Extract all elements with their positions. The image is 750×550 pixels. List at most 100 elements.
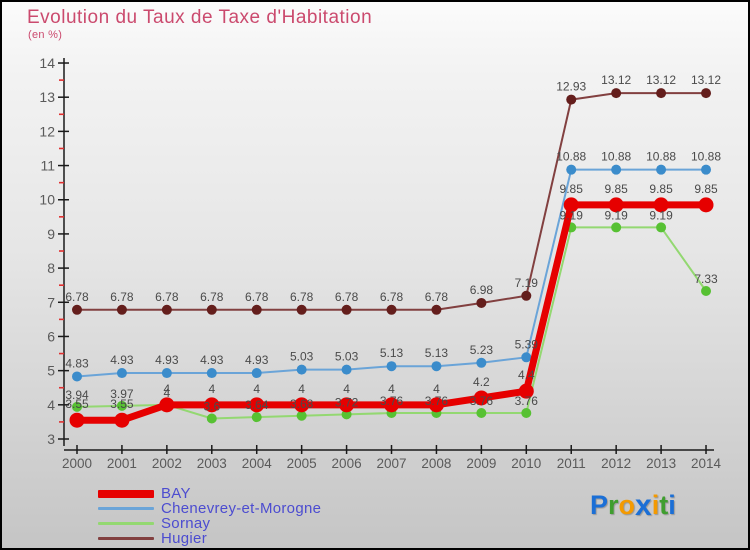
svg-text:11: 11: [40, 158, 55, 174]
svg-text:3.76: 3.76: [380, 394, 404, 408]
point-labels: 6.78 6.78 6.78 6.78 6.78 6.78 6.78 6.78 6.78 6.98…: [65, 73, 721, 413]
svg-text:4: 4: [208, 382, 215, 396]
legend-swatch: [98, 537, 154, 540]
svg-text:9: 9: [47, 226, 55, 242]
svg-text:4.83: 4.83: [65, 356, 89, 370]
svg-text:13.12: 13.12: [691, 73, 721, 87]
x-tick-label: 2004: [242, 456, 273, 471]
logo-letter: i: [651, 490, 660, 520]
legend-item-hugier: Hugier: [98, 531, 321, 546]
svg-text:3.64: 3.64: [245, 398, 269, 412]
legend-swatch: [98, 507, 154, 510]
svg-text:4: 4: [298, 382, 305, 396]
svg-text:7: 7: [47, 294, 55, 310]
svg-text:3.76: 3.76: [470, 394, 494, 408]
svg-text:9.85: 9.85: [604, 182, 628, 196]
x-tick-label: 2008: [421, 456, 451, 471]
legend-label: Chenevrey-et-Morogne: [161, 499, 322, 517]
svg-text:7.19: 7.19: [515, 276, 539, 290]
svg-text:3.6: 3.6: [203, 399, 220, 413]
svg-text:9.85: 9.85: [694, 182, 718, 196]
svg-text:3.72: 3.72: [335, 395, 359, 409]
svg-text:6.78: 6.78: [200, 290, 224, 304]
svg-text:6.78: 6.78: [380, 290, 404, 304]
series-bay: [69, 197, 714, 428]
legend-label: Sornay: [161, 514, 211, 532]
svg-text:6.78: 6.78: [65, 290, 89, 304]
svg-text:6.78: 6.78: [155, 290, 179, 304]
svg-text:3.94: 3.94: [65, 388, 89, 402]
svg-text:4.4: 4.4: [518, 368, 535, 382]
logo-letter: t: [659, 490, 669, 520]
svg-text:4.2: 4.2: [473, 375, 490, 389]
svg-text:9.85: 9.85: [560, 182, 584, 196]
legend-item-chenevrey-et-morogne: Chenevrey-et-Morogne: [98, 501, 321, 516]
x-tick-label: 2012: [601, 456, 631, 471]
logo-letter: i: [668, 490, 676, 520]
logo-letter: P: [590, 490, 609, 520]
x-tick-label: 2005: [287, 456, 317, 471]
svg-text:6: 6: [47, 328, 55, 344]
axes: 3 4 5 6 7 8 9 10 11 12 13 14 2000 2001 2002 2003 2004 200…: [39, 55, 721, 471]
svg-text:5.13: 5.13: [380, 346, 404, 360]
svg-text:13.12: 13.12: [601, 73, 631, 87]
logo-letter: r: [608, 490, 619, 520]
svg-text:3.55: 3.55: [65, 397, 89, 411]
page-subtitle: (en %): [28, 29, 63, 41]
svg-text:9.19: 9.19: [560, 208, 584, 222]
svg-text:3.55: 3.55: [110, 397, 134, 411]
legend-swatch: [98, 522, 154, 525]
svg-text:6.78: 6.78: [290, 290, 314, 304]
x-tick-label: 2007: [376, 456, 406, 471]
svg-text:9.19: 9.19: [649, 208, 673, 222]
svg-text:10: 10: [39, 192, 55, 208]
x-tick-label: 2003: [197, 456, 227, 471]
svg-text:3.97: 3.97: [110, 387, 134, 401]
legend-label: BAY: [161, 484, 191, 502]
svg-text:3.76: 3.76: [425, 394, 449, 408]
svg-text:4.93: 4.93: [155, 353, 179, 367]
x-tick-label: 2000: [62, 456, 92, 471]
svg-text:12: 12: [39, 123, 55, 139]
svg-text:5.13: 5.13: [425, 346, 449, 360]
logo-letter: x: [635, 489, 652, 522]
svg-text:4: 4: [164, 382, 171, 396]
svg-text:3: 3: [47, 431, 55, 447]
svg-text:4: 4: [343, 382, 350, 396]
svg-text:5: 5: [47, 363, 55, 379]
legend-label: Hugier: [161, 529, 207, 547]
x-tick-label: 2010: [511, 456, 541, 471]
svg-text:9.19: 9.19: [604, 208, 628, 222]
x-tick-label: 2001: [107, 456, 137, 471]
svg-text:6.78: 6.78: [425, 290, 449, 304]
svg-text:6.98: 6.98: [470, 283, 494, 297]
legend-item-bay: BAY: [98, 486, 321, 501]
svg-text:3.76: 3.76: [515, 394, 539, 408]
legend-item-sornay: Sornay: [98, 516, 321, 531]
svg-text:10.88: 10.88: [691, 150, 721, 164]
series-sornay: [72, 222, 712, 424]
legend-swatch: [98, 489, 154, 498]
svg-text:10.88: 10.88: [556, 150, 586, 164]
x-tick-label: 2002: [152, 456, 182, 471]
svg-text:13.12: 13.12: [646, 73, 676, 87]
svg-text:6.78: 6.78: [335, 290, 359, 304]
svg-text:5.03: 5.03: [290, 350, 314, 364]
x-tick-label: 2013: [646, 456, 676, 471]
svg-text:8: 8: [47, 260, 55, 276]
svg-text:4.93: 4.93: [110, 353, 134, 367]
logo-letter: o: [618, 490, 636, 520]
svg-text:5.03: 5.03: [335, 350, 359, 364]
svg-text:4: 4: [433, 382, 440, 396]
svg-text:9.85: 9.85: [649, 182, 673, 196]
svg-text:10.88: 10.88: [601, 150, 631, 164]
svg-text:4: 4: [253, 382, 260, 396]
svg-text:4: 4: [47, 397, 55, 413]
series-hugier: [72, 88, 712, 315]
svg-text:14: 14: [39, 55, 55, 71]
svg-text:5.39: 5.39: [515, 337, 539, 351]
svg-text:10.88: 10.88: [646, 150, 676, 164]
x-tick-label: 2011: [557, 456, 586, 471]
